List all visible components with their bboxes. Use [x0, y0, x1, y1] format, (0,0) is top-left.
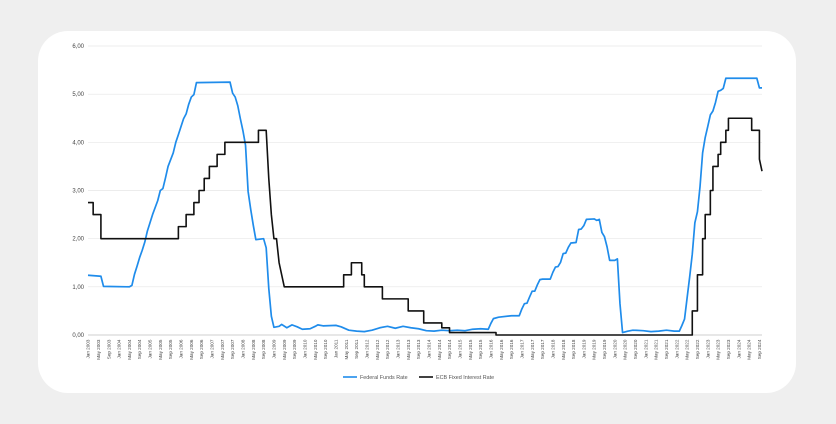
x-tick-label: Sep 2017 — [540, 339, 545, 359]
x-tick-label: May 2023 — [716, 339, 721, 360]
x-tick-label: Jan 2016 — [488, 339, 493, 358]
x-tick-label: Jan 2022 — [674, 339, 679, 358]
x-tick-label: Sep 2012 — [385, 339, 390, 359]
y-tick-label: 4,00 — [72, 140, 84, 146]
x-tick-label: Jan 2018 — [550, 339, 555, 358]
x-tick-label: Sep 2013 — [416, 339, 421, 359]
x-tick-label: Jan 2005 — [148, 339, 153, 358]
x-tick-label: Jan 2017 — [519, 339, 524, 358]
series-lines — [87, 77, 763, 336]
x-tick-label: May 2020 — [623, 339, 628, 360]
x-tick-label: Jan 2015 — [457, 339, 462, 358]
y-tick-label: 2,00 — [72, 237, 84, 243]
x-tick-label: Jan 2006 — [179, 339, 184, 358]
x-tick-label: May 2016 — [499, 339, 504, 360]
x-tick-label: Sep 2022 — [695, 339, 700, 359]
x-tick-label: Jan 2013 — [395, 339, 400, 358]
x-tick-label: Sep 2004 — [137, 339, 142, 359]
legend-label: Federal Funds Rate — [360, 375, 408, 381]
x-tick-label: Sep 2007 — [230, 339, 235, 359]
x-tick-label: Jan 2009 — [272, 339, 277, 358]
x-axis-ticks: Jan 2003 May 2003 Sep 2003 Jan 2004 May 2004… — [86, 339, 762, 360]
x-tick-label: Jan 2008 — [241, 339, 246, 358]
x-tick-label: Sep 2011 — [354, 339, 359, 359]
x-tick-label: Jan 2014 — [426, 339, 431, 358]
x-tick-label: Jan 2020 — [612, 339, 617, 358]
x-tick-label: Jan 2011 — [334, 339, 339, 358]
x-tick-label: May 2018 — [561, 339, 566, 360]
x-tick-label: May 2015 — [468, 339, 473, 360]
x-tick-label: Sep 2005 — [168, 339, 173, 359]
series-line-ecb-fixed-interest-rate — [88, 117, 763, 336]
x-tick-label: Sep 2014 — [447, 339, 452, 359]
x-tick-label: Sep 2021 — [664, 339, 669, 359]
x-tick-label: Jan 2003 — [86, 339, 91, 358]
x-tick-label: May 2007 — [220, 339, 225, 360]
x-tick-label: Sep 2015 — [478, 339, 483, 359]
x-tick-label: Sep 2020 — [633, 339, 638, 359]
chart-card — [38, 31, 796, 393]
x-tick-label: Sep 2019 — [602, 339, 607, 359]
x-tick-label: Jan 2004 — [117, 339, 122, 358]
x-tick-label: Sep 2008 — [261, 339, 266, 359]
x-tick-label: Jan 2010 — [303, 339, 308, 358]
y-tick-label: 3,00 — [72, 189, 84, 195]
x-tick-label: Sep 2010 — [323, 339, 328, 359]
x-tick-label: May 2003 — [96, 339, 101, 360]
y-axis-ticks: 0,00 1,00 2,00 3,00 4,00 5,00 6,00 — [72, 44, 84, 339]
x-tick-label: May 2024 — [747, 339, 752, 360]
x-tick-label: May 2021 — [654, 339, 659, 360]
x-tick-label: Jan 2023 — [705, 339, 710, 358]
x-tick-label: May 2019 — [592, 339, 597, 360]
x-tick-label: May 2008 — [251, 339, 256, 360]
x-tick-label: Sep 2016 — [509, 339, 514, 359]
x-tick-label: Jan 2019 — [581, 339, 586, 358]
x-tick-label: May 2010 — [313, 339, 318, 360]
series-line-federal-funds-rate — [87, 77, 762, 334]
x-tick-label: May 2022 — [685, 339, 690, 360]
x-tick-label: Sep 2024 — [757, 339, 762, 359]
x-tick-label: Jan 2007 — [210, 339, 215, 358]
x-tick-label: May 2005 — [158, 339, 163, 360]
x-tick-label: Sep 2009 — [292, 339, 297, 359]
x-tick-label: Sep 2018 — [571, 339, 576, 359]
x-tick-label: May 2006 — [189, 339, 194, 360]
x-tick-label: Sep 2003 — [106, 339, 111, 359]
x-tick-label: Jan 2024 — [736, 339, 741, 358]
legend: Federal Funds Rate ECB Fixed Interest Rat… — [343, 375, 494, 381]
legend-label: ECB Fixed Interest Rate — [436, 375, 494, 381]
x-tick-label: May 2011 — [344, 339, 349, 359]
x-tick-label: Jan 2012 — [364, 339, 369, 358]
y-tick-label: 0,00 — [72, 333, 84, 339]
x-tick-label: Sep 2006 — [199, 339, 204, 359]
y-tick-label: 1,00 — [72, 285, 84, 291]
y-tick-label: 5,00 — [72, 92, 84, 98]
y-tick-label: 6,00 — [72, 44, 84, 50]
x-tick-label: Sep 2023 — [726, 339, 731, 359]
x-tick-label: Jan 2021 — [643, 339, 648, 358]
grid-lines — [88, 45, 762, 336]
x-tick-label: May 2012 — [375, 339, 380, 360]
x-tick-label: May 2009 — [282, 339, 287, 360]
x-tick-label: May 2004 — [127, 339, 132, 360]
x-tick-label: May 2013 — [406, 339, 411, 360]
x-tick-label: May 2017 — [530, 339, 535, 360]
x-tick-label: May 2014 — [437, 339, 442, 360]
